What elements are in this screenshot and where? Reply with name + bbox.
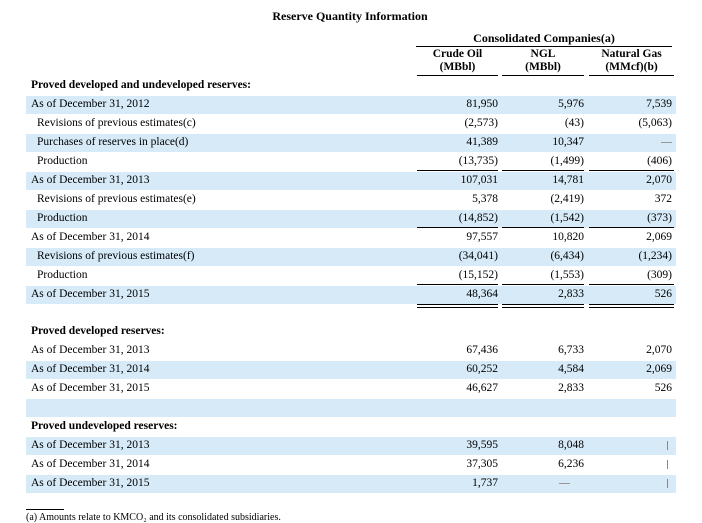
subtotal-rule [502,227,584,228]
column-header-natural-gas: Natural Gas (MMcf)(b) [601,48,662,73]
footnote-rule [26,509,64,510]
footnote: (a) Amounts relate to KMCO₂ and its cons… [26,512,281,523]
total-double-rule [417,307,498,308]
column-header-rule [502,75,584,76]
column-header-rule [589,75,674,76]
section-heading-undeveloped: Proved undeveloped reserves: [31,420,178,432]
empty-value-dash [502,477,584,489]
table-row: As of December 31, 2014 37,305 6,236 [26,456,676,474]
table-row: As of December 31, 2013 107,031 14,781 2… [26,172,676,190]
table-row: As of December 31, 2013 67,436 6,733 2,0… [31,344,672,356]
empty-value-dash [589,136,672,148]
empty-value-dash [589,477,672,489]
subtotal-rule [417,170,498,171]
total-double-rule [502,304,584,305]
column-header-ngl: NGL (MBbl) [525,48,561,73]
column-header-rule [417,75,498,76]
table-row: As of December 31, 2015 48,364 2,833 526 [26,286,676,304]
table-row: Revisions of previous estimates(c) (2,57… [37,117,672,129]
total-double-rule [589,304,674,305]
subtotal-rule [417,284,498,285]
table-row: Production (13,735) (1,499) (406) [37,155,672,167]
table-row: As of December 31, 2012 81,950 5,976 7,5… [26,96,676,114]
subtotal-rule [589,284,674,285]
table-row: As of December 31, 2015 46,627 2,833 526 [31,382,672,394]
table-row: As of December 31, 2014 60,252 4,584 2,0… [26,361,676,379]
spacer-row [26,399,676,417]
column-header-crude-oil: Crude Oil (MBbl) [432,48,483,73]
subtotal-rule [502,170,584,171]
table-row: As of December 31, 2013 39,595 8,048 [26,437,676,455]
table-row: Production (15,152) (1,553) (309) [37,269,672,281]
table-title: Reserve Quantity Information [272,9,428,23]
table-row: Purchases of reserves in place(d) 41,389… [26,134,676,152]
empty-value-dash [589,458,672,470]
table-row: Revisions of previous estimates(e) 5,378… [37,193,672,205]
total-double-rule [417,304,498,305]
subtotal-rule [417,227,498,228]
total-double-rule [589,307,674,308]
total-double-rule [502,307,584,308]
section-heading-developed: Proved developed reserves: [31,325,165,337]
group-header-rule [416,46,672,47]
table-row: As of December 31, 2014 97,557 10,820 2,… [31,231,672,243]
table-row: As of December 31, 2015 1,737 [26,475,676,493]
table-row: Production (14,852) (1,542) (373) [26,210,676,228]
section-heading-proved: Proved developed and undeveloped reserve… [31,79,251,91]
subtotal-rule [589,227,674,228]
empty-value-dash [589,439,672,451]
subtotal-rule [502,284,584,285]
subtotal-rule [589,170,674,171]
group-header: Consolidated Companies(a) [473,31,615,45]
table-row: Revisions of previous estimates(f) (34,0… [26,248,676,266]
